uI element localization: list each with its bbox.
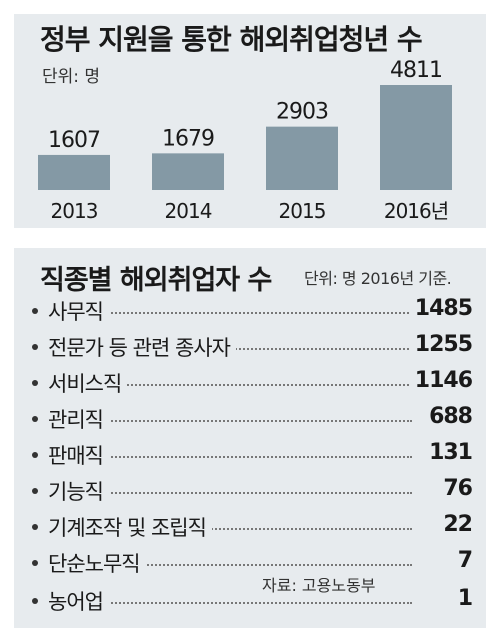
bullet-icon bbox=[32, 344, 38, 350]
bar-value-label: 2903 bbox=[276, 100, 328, 125]
x-tick-label: 2013 bbox=[51, 199, 98, 223]
table-unit-label: 단위: 명 2016년 기준. bbox=[304, 269, 452, 288]
table-row: 기능직 76 bbox=[32, 476, 473, 506]
row-category: 기능직 bbox=[48, 476, 109, 506]
bar-3 bbox=[380, 85, 452, 190]
row-value: 76 bbox=[437, 476, 473, 501]
bar-value-label: 4811 bbox=[390, 58, 442, 83]
chart-title: 정부 지원을 통한 해외취업청년 수 bbox=[40, 23, 423, 56]
row-category: 관리직 bbox=[48, 404, 109, 434]
bar-2 bbox=[266, 126, 338, 190]
row-value: 22 bbox=[437, 512, 473, 537]
bullet-icon bbox=[32, 488, 38, 494]
table-row: 관리직 688 bbox=[32, 404, 473, 434]
row-value: 688 bbox=[423, 404, 473, 429]
row-category: 단순노무직 bbox=[48, 548, 146, 578]
bullet-icon bbox=[32, 560, 38, 566]
leader-line bbox=[48, 420, 412, 422]
source-note: 자료: 고용노동부 bbox=[262, 576, 376, 595]
row-value: 7 bbox=[451, 548, 473, 573]
row-value: 1 bbox=[451, 586, 473, 611]
leader-line bbox=[48, 492, 412, 494]
table-row: 단순노무직 7 bbox=[32, 548, 473, 578]
leader-line bbox=[48, 602, 412, 604]
row-category: 판매직 bbox=[48, 440, 109, 470]
bullet-icon bbox=[32, 308, 38, 314]
bullet-icon bbox=[32, 380, 38, 386]
leader-line bbox=[48, 384, 412, 386]
table-row: 농어업 1 bbox=[32, 586, 473, 616]
chart-unit-label: 단위: 명 bbox=[42, 67, 101, 87]
occupation-table-panel: 직종별 해외취업자 수 단위: 명 2016년 기준. 사무직 1485 전문가… bbox=[14, 248, 486, 628]
table-row: 서비스직 1146 bbox=[32, 368, 473, 398]
leader-line bbox=[48, 564, 412, 566]
x-tick-label: 2015 bbox=[279, 199, 326, 223]
row-category: 전문가 등 관련 종사자 bbox=[48, 332, 236, 362]
bar-1 bbox=[152, 153, 224, 190]
row-category: 사무직 bbox=[48, 296, 109, 326]
bar-chart: 1607 2013 1679 2014 2903 2015 4811 2016년 bbox=[38, 58, 452, 223]
table-row: 사무직 1485 bbox=[32, 296, 473, 326]
bullet-icon bbox=[32, 598, 38, 604]
leader-line bbox=[48, 528, 412, 530]
x-tick-label: 2014 bbox=[165, 199, 212, 223]
leader-line bbox=[48, 456, 412, 458]
table-row: 판매직 131 bbox=[32, 440, 473, 470]
table-title: 직종별 해외취업자 수 bbox=[40, 265, 272, 296]
x-tick-label: 2016년 bbox=[384, 199, 448, 223]
bar-value-label: 1607 bbox=[48, 128, 100, 153]
row-value: 1255 bbox=[408, 332, 473, 357]
bullet-icon bbox=[32, 452, 38, 458]
bullet-icon bbox=[32, 524, 38, 530]
bar-0 bbox=[38, 154, 110, 190]
yearly-chart-panel: 정부 지원을 통한 해외취업청년 수 단위: 명 1607 2013 1679 201… bbox=[14, 14, 486, 228]
row-value: 131 bbox=[423, 440, 473, 465]
row-category: 서비스직 bbox=[48, 368, 128, 398]
row-category: 농어업 bbox=[48, 586, 109, 616]
bullet-icon bbox=[32, 416, 38, 422]
bar-value-label: 1679 bbox=[162, 126, 214, 151]
row-value: 1485 bbox=[408, 296, 473, 321]
row-value: 1146 bbox=[408, 368, 473, 393]
table-row: 전문가 등 관련 종사자 1255 bbox=[32, 332, 473, 362]
row-category: 기계조작 및 조립직 bbox=[48, 512, 212, 542]
table-row: 기계조작 및 조립직 22 bbox=[32, 512, 473, 542]
leader-line bbox=[48, 312, 412, 314]
